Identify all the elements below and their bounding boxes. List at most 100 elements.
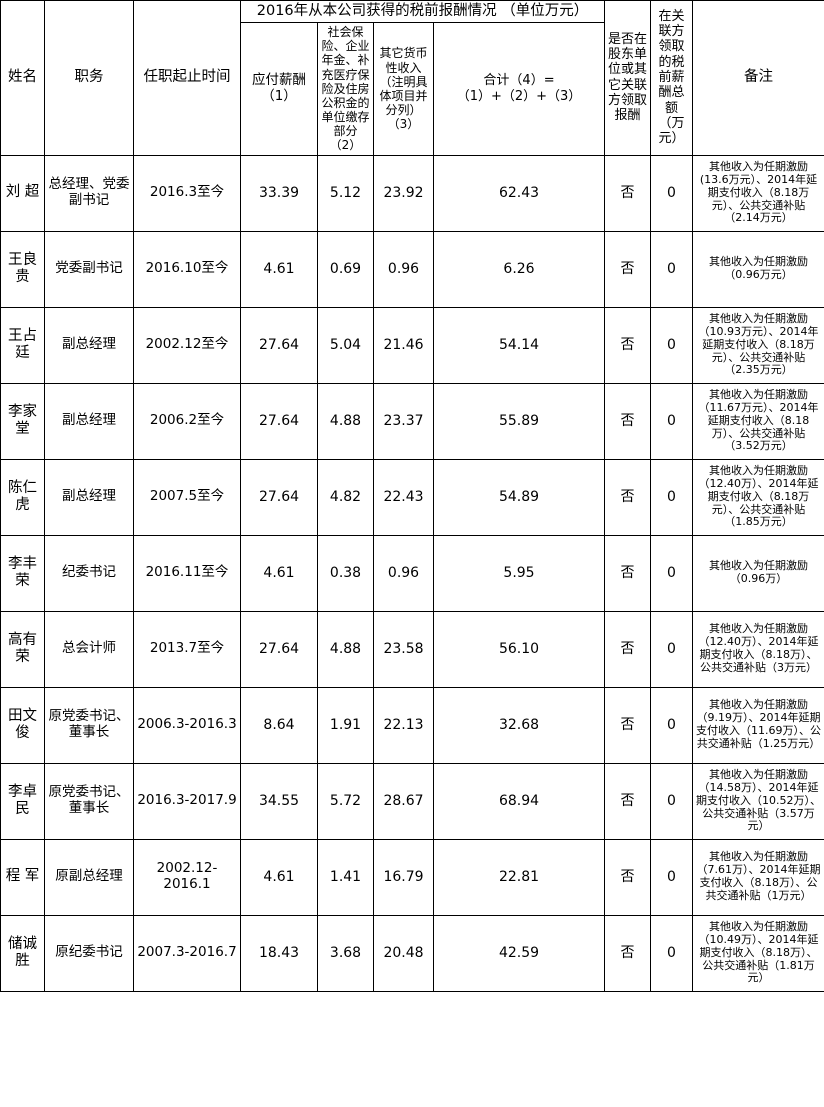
cell-related-party-total: 0 (650, 458, 694, 536)
table-row: 程 军原副总经理 2002.12-2016.1 4.61 1.41 16.79 22.81… (0, 838, 824, 916)
column-group-header-pretax-compensation: 2016年从本公司获得的税前报酬情况 （单位万元） (239, 0, 606, 24)
cell-name: 刘 超 (0, 154, 45, 232)
table-row: 陈仁虎 副总经理 2007.5至今 27.64 4.82 22.43 54.89 否 0 其他收入… (0, 458, 824, 536)
cell-total: 56.10 (432, 610, 606, 688)
cell-salary: 33.39 (240, 154, 318, 232)
cell-related-party-total: 0 (650, 382, 694, 460)
cell-position: 原纪委书记 (44, 914, 134, 992)
cell-remark: 其他收入为任期激励（12.40万）、2014年延期支付收入（8.18万元）、公共… (692, 458, 824, 536)
cell-related-party-total: 0 (650, 534, 694, 612)
cell-remark: 其他收入为任期激励（7.61万）、2014年延期支付收入（8.18万）、公共交通… (692, 838, 824, 916)
cell-name: 王良贵 (0, 230, 45, 308)
cell-social: 5.04 (317, 306, 374, 384)
cell-name: 程 军 (0, 838, 45, 916)
cell-social: 1.91 (317, 686, 374, 764)
cell-remark: 其他收入为任期激励（0.96万） (692, 534, 824, 612)
cell-position: 纪委书记 (44, 534, 134, 612)
cell-name: 王占廷 (0, 306, 45, 384)
cell-remark: 其他收入为任期激励（9.19万）、2014年延期支付收入（11.69万）、公共交… (692, 686, 824, 764)
cell-term: 2002.12-2016.1 (133, 838, 241, 916)
cell-position: 副总经理 (44, 382, 134, 460)
cell-term: 2016.10至今 (133, 230, 241, 308)
cell-remark: 其他收入为任期激励（10.93万元）、2014年延期支付收入（8.18万元）、公… (692, 306, 824, 384)
cell-position: 总会计师 (44, 610, 134, 688)
cell-salary: 34.55 (240, 762, 318, 840)
cell-from-shareholder: 否 (604, 838, 652, 916)
cell-other-monetary: 23.58 (373, 610, 434, 688)
table-row: 李家堂 副总经理 2006.2至今 27.64 4.88 23.37 55.89 否 0 其他收入… (0, 382, 824, 460)
table-row: 李卓民 原党委书记、董事长 2016.3-2017.9 34.55 5.72 28.67 6… (0, 762, 824, 840)
cell-other-monetary: 23.92 (373, 154, 434, 232)
cell-social: 4.82 (317, 458, 374, 536)
column-header-related-party-total: 在关联方领取的税前薪酬总额（万元） (650, 0, 694, 156)
cell-related-party-total: 0 (650, 306, 694, 384)
table-row: 王良贵 党委副书记 2016.10至今 4.61 0.69 0.96 6.26 否 0 其他收入为… (0, 230, 824, 308)
cell-salary: 27.64 (240, 382, 318, 460)
cell-position: 副总经理 (44, 458, 134, 536)
cell-position: 党委副书记 (44, 230, 134, 308)
cell-name: 高有荣 (0, 610, 45, 688)
header-row-sub: 应付薪酬（1） 社会保险、企业年金、补充医疗保险及住房公积金的单位缴存部分（2）… (1, 22, 824, 156)
cell-name: 田文俊 (0, 686, 45, 764)
cell-from-shareholder: 否 (604, 914, 652, 992)
cell-total: 22.81 (432, 838, 606, 916)
table-row: 储诚胜 原纪委书记 2007.3-2016.7 18.43 3.68 20.48 42.59… (0, 914, 824, 992)
cell-other-monetary: 28.67 (373, 762, 434, 840)
cell-related-party-total: 0 (650, 230, 694, 308)
cell-other-monetary: 21.46 (373, 306, 434, 384)
cell-total: 5.95 (432, 534, 606, 612)
cell-from-shareholder: 否 (604, 382, 652, 460)
cell-salary: 27.64 (240, 610, 318, 688)
cell-salary: 4.61 (240, 230, 318, 308)
cell-term: 2006.3-2016.3 (133, 686, 241, 764)
header-row-top: 姓名 职务 任职起止时间 2016年从本公司获得的税前报酬情况 （单位万元） 是… (0, 0, 824, 156)
cell-total: 54.14 (432, 306, 606, 384)
cell-salary: 8.64 (240, 686, 318, 764)
cell-social: 5.12 (317, 154, 374, 232)
cell-related-party-total: 0 (650, 686, 694, 764)
table-body: 刘 超总经理、党委副书记 2016.3至今 33.39 5.12 23.92 62.43 否… (0, 154, 824, 992)
table-row: 刘 超总经理、党委副书记 2016.3至今 33.39 5.12 23.92 62.43 否… (0, 154, 824, 232)
column-header-term: 任职起止时间 (133, 0, 241, 156)
cell-total: 55.89 (432, 382, 606, 460)
cell-name: 储诚胜 (0, 914, 45, 992)
cell-term: 2002.12至今 (133, 306, 241, 384)
cell-term: 2007.3-2016.7 (133, 914, 241, 992)
cell-position: 副总经理 (44, 306, 134, 384)
table-row: 高有荣 总会计师 2013.7至今 27.64 4.88 23.58 56.10 否 0 其他收入… (0, 610, 824, 688)
cell-salary: 4.61 (240, 838, 318, 916)
executive-compensation-table: 姓名 职务 任职起止时间 2016年从本公司获得的税前报酬情况 （单位万元） 是… (0, 0, 824, 992)
cell-related-party-total: 0 (650, 154, 694, 232)
cell-remark: 其他收入为任期激励(13.6万元）、2014年延期支付收入（8.18万元）、公共… (692, 154, 824, 232)
column-header-total: 合计（4）=（1）+（2）+（3） (432, 22, 606, 156)
cell-total: 62.43 (432, 154, 606, 232)
cell-other-monetary: 0.96 (373, 534, 434, 612)
cell-total: 42.59 (432, 914, 606, 992)
cell-name: 陈仁虎 (0, 458, 45, 536)
cell-from-shareholder: 否 (604, 230, 652, 308)
column-header-position: 职务 (44, 0, 134, 156)
cell-term: 2016.11至今 (133, 534, 241, 612)
cell-total: 6.26 (432, 230, 606, 308)
table-row: 田文俊 原党委书记、董事长 2006.3-2016.3 8.64 1.91 22.13 32… (0, 686, 824, 764)
cell-from-shareholder: 否 (604, 762, 652, 840)
table-header: 姓名 职务 任职起止时间 2016年从本公司获得的税前报酬情况 （单位万元） 是… (0, 0, 824, 156)
cell-term: 2007.5至今 (133, 458, 241, 536)
cell-salary: 27.64 (240, 306, 318, 384)
table-row: 李丰荣 纪委书记 2016.11至今 4.61 0.38 0.96 5.95 否 0 其他收入为任… (0, 534, 824, 612)
cell-other-monetary: 22.13 (373, 686, 434, 764)
column-header-name: 姓名 (0, 0, 45, 156)
cell-salary: 18.43 (240, 914, 318, 992)
cell-term: 2013.7至今 (133, 610, 241, 688)
cell-remark: 其他收入为任期激励（11.67万元）、2014年延期支付收入（8.18万）、公共… (692, 382, 824, 460)
cell-name: 李丰荣 (0, 534, 45, 612)
cell-social: 3.68 (317, 914, 374, 992)
column-header-social-insurance: 社会保险、企业年金、补充医疗保险及住房公积金的单位缴存部分（2） (317, 22, 374, 156)
cell-salary: 27.64 (240, 458, 318, 536)
cell-term: 2016.3-2017.9 (133, 762, 241, 840)
cell-other-monetary: 23.37 (373, 382, 434, 460)
cell-other-monetary: 0.96 (373, 230, 434, 308)
cell-related-party-total: 0 (650, 610, 694, 688)
cell-other-monetary: 22.43 (373, 458, 434, 536)
cell-social: 5.72 (317, 762, 374, 840)
